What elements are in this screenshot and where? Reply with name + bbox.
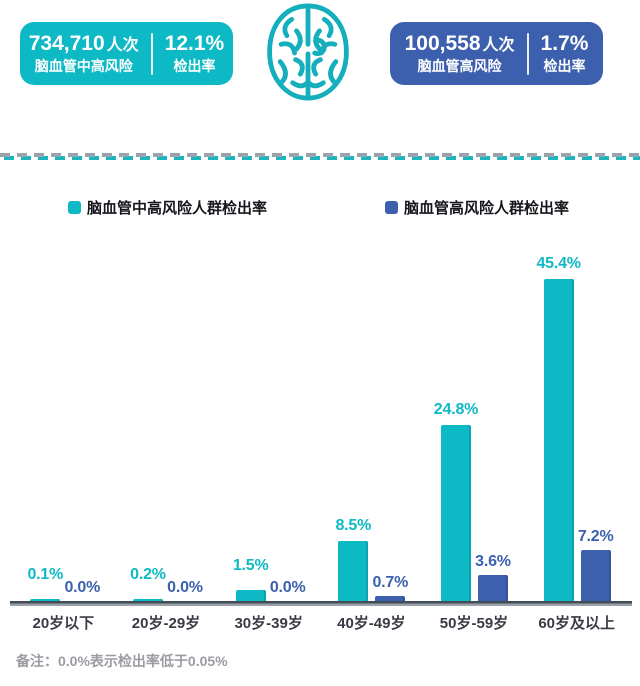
- card-divider: [526, 32, 529, 75]
- stat-count-suffix: 人次: [482, 37, 515, 55]
- x-axis-label: 30岁-39岁: [234, 615, 303, 632]
- legend-label: 脑血管高风险人群检出率: [404, 200, 570, 217]
- stat-count-line: 734,710 人次: [29, 32, 139, 56]
- bar-medium-high-risk: [30, 599, 61, 601]
- stat-count-line: 100,558 人次: [405, 32, 515, 56]
- stat-count-suffix: 人次: [106, 37, 139, 55]
- legend-label: 脑血管中高风险人群检出率: [87, 200, 268, 217]
- bar-value-label: 45.4%: [536, 254, 581, 272]
- bar-value-label: 0.0%: [269, 579, 306, 596]
- x-axis-line: [10, 601, 632, 606]
- bar-value-label: 7.2%: [577, 527, 614, 545]
- stat-rate-label: 检出率: [173, 58, 216, 75]
- bar-group: 0.2% 0.0%: [115, 235, 218, 601]
- legend-swatch: [68, 201, 81, 214]
- stat-label: 脑血管高风险: [417, 58, 502, 75]
- x-axis-label: 40岁-49岁: [337, 615, 406, 632]
- stat-label: 脑血管中高风险: [34, 58, 133, 75]
- bar-group: 8.5% 0.7%: [320, 235, 423, 601]
- dashed-divider: [0, 152, 640, 162]
- bar-value-label: 1.5%: [232, 557, 269, 575]
- bar-medium-high-risk: [235, 590, 266, 601]
- legend-item-high-risk: 脑血管高风险人群检出率: [385, 197, 569, 218]
- stat-card-count-block: 100,558 人次 脑血管高风险: [405, 32, 515, 75]
- legend-swatch: [385, 201, 399, 214]
- stat-card-medium-high-risk: 734,710 人次 脑血管中高风险 12.1% 检出率: [20, 22, 233, 85]
- brain-icon: [267, 3, 349, 101]
- stat-rate: 1.7%: [540, 32, 589, 56]
- stat-rate-label: 检出率: [543, 58, 586, 75]
- legend-item-medium-high-risk: 脑血管中高风险人群检出率: [68, 197, 267, 218]
- x-axis-labels: 20岁以下 20岁-29岁 30岁-39岁 40岁-49岁 50岁-59岁 60岁及以上: [12, 612, 628, 633]
- bar-value-label: 0.7%: [372, 574, 409, 592]
- stat-rate: 12.1%: [164, 32, 225, 56]
- bar-value-label: 0.2%: [130, 566, 166, 583]
- bar-value-label: 8.5%: [335, 516, 372, 534]
- chart-plot: 0.1% 0.0% 0.2% 0.0% 1.5% 0.0% 8.5% 0.7% 24.8% 3.6…: [12, 235, 628, 601]
- stat-count: 734,710: [28, 32, 105, 56]
- bar-medium-high-risk: [440, 424, 471, 601]
- stat-card-rate-block: 1.7% 检出率: [541, 32, 589, 75]
- stat-count: 100,558: [404, 32, 481, 56]
- x-axis-label: 20岁-29岁: [131, 615, 201, 632]
- stat-card-count-block: 734,710 人次 脑血管中高风险: [29, 32, 139, 75]
- bar-group: 45.4% 7.2%: [525, 235, 628, 601]
- bar-high-risk: [580, 549, 611, 601]
- stat-card-high-risk: 100,558 人次 脑血管高风险 1.7% 检出率: [390, 22, 603, 85]
- bar-high-risk: [477, 575, 508, 601]
- bar-value-label: 0.1%: [27, 566, 64, 583]
- chart-legend: 脑血管中高风险人群检出率 脑血管高风险人群检出率: [0, 197, 640, 218]
- bar-medium-high-risk: [543, 278, 574, 601]
- footnote: 备注：0.0%表示检出率低于0.05%: [16, 653, 228, 669]
- bar-medium-high-risk: [338, 540, 369, 601]
- bar-value-label: 24.8%: [433, 400, 479, 418]
- x-axis-label: 20岁以下: [32, 615, 95, 632]
- bar-high-risk: [375, 596, 406, 601]
- x-axis-label: 60岁及以上: [538, 615, 615, 632]
- bar-value-label: 0.0%: [64, 579, 101, 596]
- bar-group: 0.1% 0.0%: [12, 235, 115, 601]
- bar-group: 24.8% 3.6%: [423, 235, 526, 601]
- bar-group: 1.5% 0.0%: [217, 235, 320, 601]
- bar-value-label: 3.6%: [475, 553, 511, 571]
- bar-medium-high-risk: [132, 599, 163, 601]
- card-divider: [150, 32, 153, 75]
- x-axis-label: 50岁-59岁: [439, 615, 509, 632]
- stat-card-rate-block: 12.1% 检出率: [165, 32, 225, 75]
- bar-value-label: 0.0%: [167, 579, 203, 596]
